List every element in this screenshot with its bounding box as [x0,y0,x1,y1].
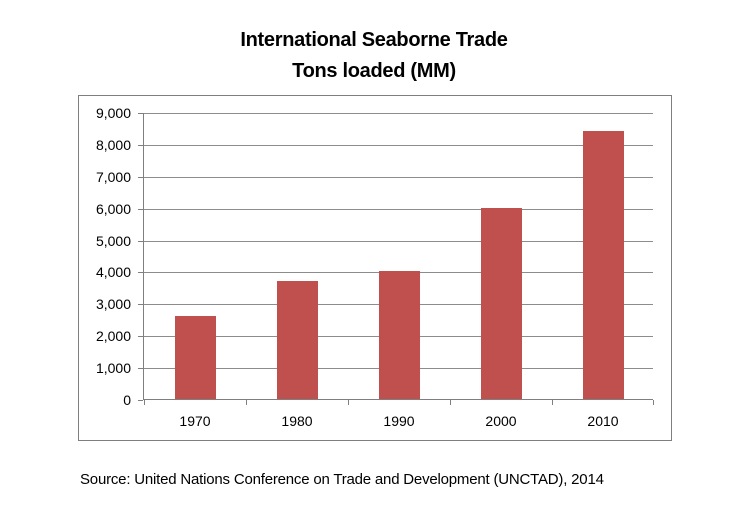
gridline-9000 [144,113,653,114]
bar-2000 [480,207,522,399]
x-axis-label-1990: 1990 [383,413,415,429]
bar-1980 [276,281,318,399]
y-axis-label-5000: 5,000 [95,232,131,249]
y-axis-label-9000: 9,000 [95,105,131,121]
plot-area: 0 1,000 2,000 3,000 4,000 5,000 6,000 7,000 8,00… [96,105,654,429]
y-axis-tick-4000 [138,272,143,274]
chart-title: International Seaborne Trade Tons loaded… [0,25,748,87]
x-axis-tick-2 [348,400,349,405]
y-axis-label-1000: 1,000 [95,360,131,377]
x-axis-tick-4 [552,400,553,405]
y-axis-label-6000: 6,000 [95,200,131,217]
y-axis-label-3000: 3,000 [95,296,131,313]
y-axis-tick-0 [138,400,143,401]
x-axis-tick-3 [450,400,451,405]
x-axis-label-1980: 1980 [281,413,313,429]
y-axis-tick-5000 [138,240,143,242]
chart-title-line2: Tons loaded (MM) [292,60,456,82]
x-axis-label-2000: 2000 [485,413,517,429]
y-axis-tick-1000 [138,368,143,370]
source-note: Source: United Nations Conference on Tra… [80,471,604,488]
gridline-6000 [144,208,653,210]
y-axis-label-0: 0 [123,392,131,408]
y-axis-tick-9000 [138,113,143,114]
y-axis-label-8000: 8,000 [95,136,131,153]
x-axis-label-1970: 1970 [179,413,211,429]
y-axis-label-7000: 7,000 [95,168,131,185]
bar-1990 [378,271,420,399]
gridline-5000 [144,240,653,242]
bar-2010 [582,131,624,399]
y-axis-tick-2000 [138,336,143,338]
y-axis-label-2000: 2,000 [95,328,131,345]
chart-title-line1: International Seaborne Trade [240,29,508,51]
x-axis-tick-5 [653,400,654,405]
y-axis-label-4000: 4,000 [95,264,131,281]
y-axis-tick-8000 [138,144,143,146]
y-axis-tick-3000 [138,304,143,306]
y-axis-tick-7000 [138,176,143,178]
gridline-8000 [144,144,653,146]
x-axis-tick-1 [246,400,247,405]
chart-frame: 0 1,000 2,000 3,000 4,000 5,000 6,000 7,000 8,00… [78,95,672,441]
x-axis-label-2010: 2010 [587,413,619,429]
bar-1970 [174,316,216,399]
gridline-7000 [144,176,653,178]
y-axis-tick-6000 [138,208,143,210]
x-axis-tick-0 [144,400,145,405]
